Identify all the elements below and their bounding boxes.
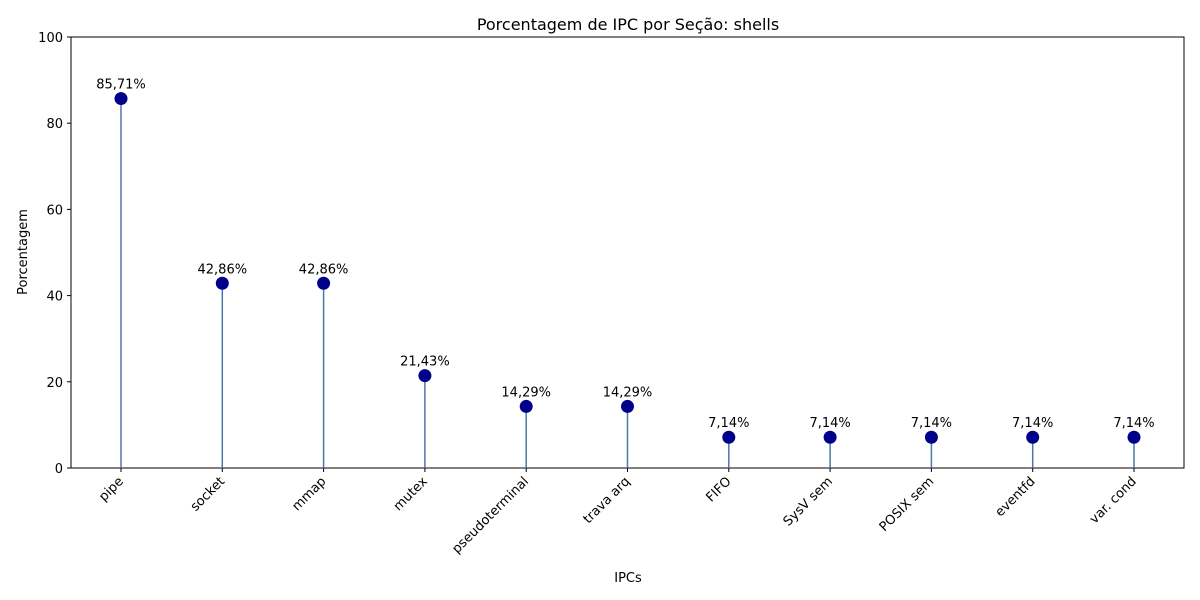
x-tick-label: pipe xyxy=(96,474,126,504)
x-tick-label: SysV sem xyxy=(781,474,836,529)
y-axis: 0 20 40 60 80 100 xyxy=(38,31,71,477)
x-axis-label: IPCs xyxy=(614,571,642,586)
x-tick-label: socket xyxy=(188,474,228,514)
lollipop-marker xyxy=(114,92,128,106)
data-label: 14,29% xyxy=(603,385,653,400)
data-label: 21,43% xyxy=(400,355,450,370)
y-axis-label: Porcentagem xyxy=(16,209,31,295)
data-label: 42,86% xyxy=(198,262,248,277)
x-tick-label: POSIX sem xyxy=(877,474,938,535)
data-label: 7,14% xyxy=(1012,416,1053,431)
lollipop-marker xyxy=(722,430,736,444)
x-tick-label: mutex xyxy=(391,474,431,514)
plot-area: 0 20 40 60 80 100 pipe socket mmap mutex pseudote… xyxy=(38,31,1185,557)
lollipop-marker xyxy=(519,399,533,413)
y-tick-label: 100 xyxy=(38,31,63,46)
data-label: 14,29% xyxy=(501,385,551,400)
y-tick-label: 60 xyxy=(46,203,63,218)
lollipop-marker xyxy=(1127,430,1141,444)
lollipop-marker xyxy=(418,369,432,383)
data-label: 42,86% xyxy=(299,262,349,277)
lollipop-marker xyxy=(924,430,938,444)
x-tick-label: var. cond xyxy=(1087,474,1140,527)
lollipop-marker xyxy=(823,430,837,444)
lollipop-marker xyxy=(621,399,634,413)
data-marks: 85,71% 42,86% 42,86% 21,43% 14,29% 14,29% 7,14… xyxy=(96,78,1155,468)
x-tick-label: trava arq xyxy=(581,474,634,527)
chart-title: Porcentagem de IPC por Seção: shells xyxy=(477,15,779,34)
lollipop-marker xyxy=(1026,430,1040,444)
y-tick-label: 40 xyxy=(46,290,63,305)
data-label: 7,14% xyxy=(708,416,749,431)
x-tick-label: eventfd xyxy=(993,474,1039,520)
x-axis: pipe socket mmap mutex pseudoterminal trava a… xyxy=(96,468,1140,557)
data-label: 7,14% xyxy=(809,416,850,431)
data-label: 7,14% xyxy=(1113,416,1154,431)
x-tick-label: FIFO xyxy=(703,474,734,505)
data-label: 85,71% xyxy=(96,78,146,93)
y-tick-label: 0 xyxy=(55,462,63,477)
lollipop-marker xyxy=(317,276,331,290)
x-tick-label: mmap xyxy=(289,474,329,514)
x-tick-label: pseudoterminal xyxy=(449,474,532,557)
lollipop-marker xyxy=(215,276,229,290)
y-tick-label: 20 xyxy=(46,376,63,391)
y-tick-label: 80 xyxy=(46,117,63,132)
data-label: 7,14% xyxy=(911,416,952,431)
